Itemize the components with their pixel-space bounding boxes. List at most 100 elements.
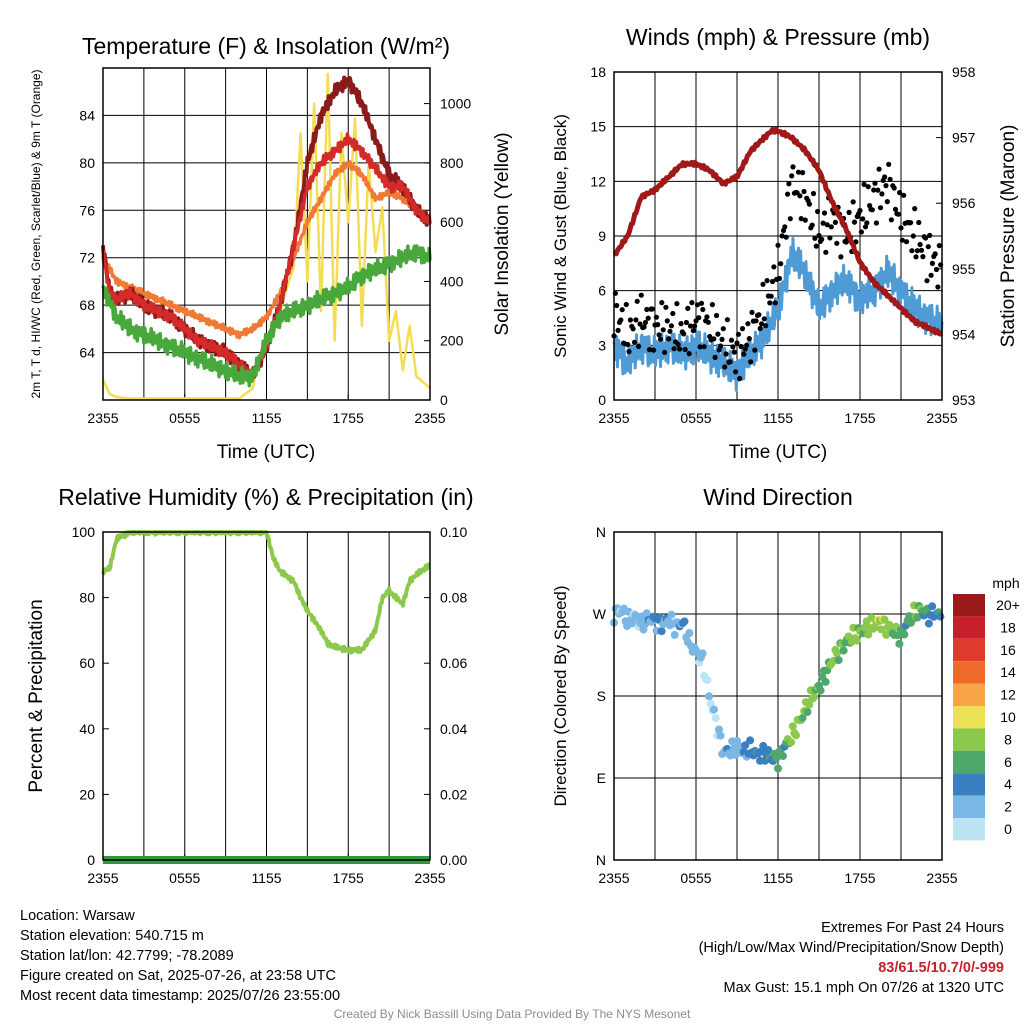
gust-point xyxy=(871,187,877,193)
gust-point xyxy=(711,336,717,342)
gust-point xyxy=(651,347,657,353)
y2-tick-label: 200 xyxy=(440,333,464,349)
gust-point xyxy=(810,190,817,197)
gust-point xyxy=(767,300,773,306)
legend-swatch xyxy=(953,773,985,796)
gust-point xyxy=(903,239,910,245)
gust-point xyxy=(748,359,754,365)
gust-point xyxy=(696,315,702,321)
y-tick-label: 3 xyxy=(598,337,606,353)
gust-point xyxy=(882,174,888,180)
gust-point xyxy=(879,191,885,197)
gust-point xyxy=(682,346,688,353)
legend-swatch xyxy=(953,661,985,684)
gust-point xyxy=(690,328,696,334)
direction-point xyxy=(924,619,933,628)
gust-point xyxy=(779,233,785,239)
gust-point xyxy=(663,304,669,310)
direction-point xyxy=(764,746,773,754)
gust-point xyxy=(846,209,852,215)
plot-border-direction xyxy=(613,531,943,861)
direction-point xyxy=(705,692,714,701)
x-tick-label: 2355 xyxy=(926,410,957,426)
y2-axis-label-winds: Station Pressure (Maroon) xyxy=(998,125,1019,348)
gust-point xyxy=(862,224,869,230)
gust-point xyxy=(709,302,716,308)
gust-point xyxy=(827,235,833,241)
gust-point xyxy=(761,316,767,322)
gust-point xyxy=(927,232,933,238)
x-tick-label: 0555 xyxy=(680,870,711,886)
elevation-text: Station elevation: 540.715 m xyxy=(20,928,204,944)
legend-label: 16 xyxy=(1000,642,1016,658)
y-tick-label: 72 xyxy=(79,250,95,266)
y-axis-label-temperature: 2m T, T d, HI/WC (Red, Green, Scarlet/Bl… xyxy=(29,69,43,398)
gust-point xyxy=(884,199,890,205)
gust-point xyxy=(891,185,897,191)
gust-point xyxy=(683,319,690,326)
y2-tick-label: 1000 xyxy=(440,96,471,112)
gust-point xyxy=(820,220,826,226)
direction-point xyxy=(685,629,694,637)
y-tick-label: 0 xyxy=(87,852,95,868)
gust-point xyxy=(614,302,620,309)
gust-point xyxy=(718,343,724,349)
gust-point xyxy=(677,346,683,352)
legend-title: mph xyxy=(992,575,1019,591)
panel-frame-humidity xyxy=(102,532,431,860)
series-td xyxy=(101,244,432,388)
gust-point xyxy=(798,216,804,222)
legend-label: 8 xyxy=(1004,731,1012,747)
gust-point xyxy=(637,321,643,327)
created-text: Figure created on Sat, 2025-07-26, at 23… xyxy=(20,968,336,984)
gust-point xyxy=(936,243,942,249)
y-tick-label: 12 xyxy=(590,173,606,189)
gust-point xyxy=(692,323,698,329)
gust-point xyxy=(897,190,903,196)
gust-point xyxy=(898,225,904,231)
direction-point xyxy=(900,630,909,639)
gust-point xyxy=(728,337,735,343)
x-tick-label: 2355 xyxy=(87,410,118,426)
y-tick-label: 40 xyxy=(79,721,95,737)
gust-point xyxy=(801,188,807,195)
direction-point xyxy=(880,615,889,624)
direction-point xyxy=(715,725,723,734)
gust-point xyxy=(763,323,769,329)
gust-point xyxy=(742,346,748,352)
gust-point xyxy=(694,302,701,308)
y-tick-label: W xyxy=(593,606,607,622)
x-tick-label: 1755 xyxy=(333,410,364,426)
legend-swatch xyxy=(953,616,985,639)
gust-point xyxy=(697,344,703,350)
y-tick-label: 80 xyxy=(79,155,95,171)
gust-point xyxy=(920,254,926,260)
gust-point xyxy=(916,219,922,226)
gust-point xyxy=(744,342,750,348)
y2-axis-label-temperature: Solar Insolation (Yellow) xyxy=(492,132,513,335)
gust-point xyxy=(646,347,653,353)
gust-point xyxy=(687,323,694,329)
gust-point xyxy=(615,327,621,333)
direction-point xyxy=(716,731,725,740)
gust-point xyxy=(786,181,792,187)
y-tick-label: 18 xyxy=(590,64,606,80)
gust-point xyxy=(701,344,707,350)
direction-point xyxy=(834,656,843,665)
gust-point xyxy=(667,328,673,334)
x-tick-label: 0555 xyxy=(169,410,200,426)
y2-tick-label: 0 xyxy=(440,392,448,408)
gust-point xyxy=(764,278,770,284)
gust-point xyxy=(756,312,762,318)
gust-point xyxy=(738,343,744,350)
direction-point xyxy=(667,610,676,619)
x-tick-label: 2355 xyxy=(598,410,629,426)
gust-point xyxy=(933,266,940,273)
gust-point xyxy=(899,237,906,243)
y-axis-label-direction: Direction (Colored By Speed) xyxy=(551,585,570,806)
gust-point xyxy=(772,300,778,306)
x-tick-label: 2355 xyxy=(598,870,629,886)
x-axis-label: Time (UTC) xyxy=(217,442,316,463)
